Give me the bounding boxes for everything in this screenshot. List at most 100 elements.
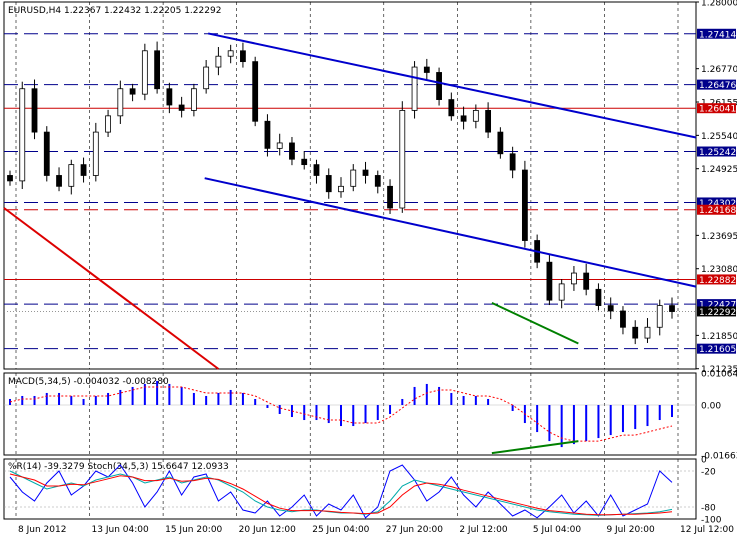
candle-body bbox=[129, 88, 136, 95]
macd-signal-line bbox=[9, 386, 673, 442]
x-tick-label: 9 Jul 20:00 bbox=[606, 525, 655, 535]
candle-body bbox=[374, 175, 381, 187]
trendline-channel-lower bbox=[204, 177, 697, 288]
candle-body bbox=[105, 115, 111, 133]
y-tick-label: 1.26770 bbox=[701, 65, 737, 75]
candle-body bbox=[497, 131, 504, 155]
trendline-red-falling bbox=[3, 207, 220, 370]
x-tick-label: 2 Jul 12:00 bbox=[459, 525, 508, 535]
price-tag-box bbox=[697, 79, 736, 90]
price-tag-label: 1.22427 bbox=[699, 301, 736, 311]
candle-body bbox=[178, 104, 185, 111]
candle-body bbox=[595, 288, 602, 306]
y-tick-label: 1.21850 bbox=[701, 332, 737, 342]
candle-body bbox=[240, 50, 246, 63]
candle-body bbox=[154, 50, 161, 90]
candle-body bbox=[607, 305, 614, 312]
price-tag-label: 1.24302 bbox=[699, 199, 736, 209]
osc-y-tick-label: 0 bbox=[701, 456, 707, 466]
y-tick-label: 1.23695 bbox=[701, 232, 737, 242]
candle-body bbox=[399, 110, 406, 209]
trendline-channel-upper bbox=[207, 32, 697, 139]
candle-body bbox=[190, 88, 197, 111]
x-tick-label: 8 Jun 2012 bbox=[18, 525, 66, 535]
candle-body bbox=[669, 305, 675, 312]
macd-y-tick-label: 0.010642 bbox=[701, 369, 737, 379]
macd-title: MACD(5,34,5) -0.004032 -0.008280 bbox=[8, 377, 169, 387]
candle-body bbox=[411, 66, 418, 111]
candle-body bbox=[338, 185, 344, 193]
candle-body bbox=[485, 110, 492, 133]
candle-body bbox=[289, 142, 295, 160]
candle-body bbox=[472, 110, 479, 122]
osc-series--r-14- bbox=[9, 464, 673, 519]
price-tag-box bbox=[697, 274, 736, 285]
candle-body bbox=[68, 164, 75, 187]
candle-body bbox=[19, 88, 26, 182]
candle-body bbox=[460, 115, 467, 122]
price-tag-label: 1.24168 bbox=[699, 206, 736, 216]
candle-body bbox=[583, 272, 590, 290]
chart-title: EURUSD,H4 1.22367 1.22432 1.22205 1.2229… bbox=[8, 6, 221, 16]
price-tag-box bbox=[697, 146, 736, 157]
y-tick-label: 1.24925 bbox=[701, 165, 737, 175]
candle-body bbox=[141, 50, 148, 95]
candle-body bbox=[350, 169, 357, 187]
candle-body bbox=[423, 66, 430, 73]
candle-body bbox=[362, 169, 369, 176]
candle-body bbox=[546, 261, 553, 301]
candle-body bbox=[7, 175, 13, 182]
x-tick-label: 5 Jul 04:00 bbox=[533, 525, 582, 535]
candle-body bbox=[521, 169, 528, 241]
price-tag-label: 1.27414 bbox=[699, 30, 736, 40]
current-price-box bbox=[697, 306, 736, 317]
price-tag-box bbox=[697, 299, 736, 310]
y-tick-label: 1.23080 bbox=[701, 265, 737, 275]
osc-series-stoch-main bbox=[9, 470, 673, 516]
price-tag-label: 1.26041 bbox=[699, 105, 736, 115]
x-tick-label: 25 Jun 04:00 bbox=[312, 525, 369, 535]
price-tag-box bbox=[697, 343, 736, 354]
osc-y-tick-label: -80 bbox=[701, 504, 716, 514]
trendline-price-divergence bbox=[491, 301, 579, 345]
candle-body bbox=[558, 283, 565, 301]
candle-body bbox=[387, 185, 393, 209]
candle-body bbox=[509, 153, 516, 171]
candle-body bbox=[276, 142, 283, 149]
candle-body bbox=[43, 131, 50, 176]
x-tick-label: 15 Jun 20:00 bbox=[165, 525, 222, 535]
candle-body bbox=[313, 164, 320, 176]
oscillator-panel-frame bbox=[3, 458, 697, 520]
candle-body bbox=[227, 50, 234, 57]
candle-body bbox=[644, 326, 651, 339]
candle-body bbox=[215, 55, 222, 68]
candle-body bbox=[252, 61, 259, 122]
candle-body bbox=[203, 66, 210, 90]
y-tick-label: 1.21235 bbox=[701, 365, 737, 375]
candle-body bbox=[301, 158, 308, 166]
candle-body bbox=[31, 88, 38, 133]
candle-body bbox=[436, 72, 442, 100]
x-tick-label: 20 Jun 12:00 bbox=[239, 525, 296, 535]
price-tag-box bbox=[697, 28, 736, 39]
macd-y-tick-label: -0.01663 bbox=[701, 452, 737, 462]
osc-y-tick-label: -20 bbox=[701, 468, 716, 478]
price-tag-label: 1.22882 bbox=[699, 276, 736, 286]
candle-body bbox=[620, 310, 626, 328]
price-tag-label: 1.21605 bbox=[699, 345, 736, 355]
candle-body bbox=[166, 88, 173, 106]
trendline-macd-divergence bbox=[491, 440, 579, 455]
candle-body bbox=[56, 175, 62, 187]
price-tag-box bbox=[697, 103, 736, 114]
current-price-label: 1.22292 bbox=[699, 308, 736, 318]
main-panel-frame bbox=[3, 1, 697, 370]
osc-y-tick-label: -100 bbox=[701, 516, 722, 526]
price-tag-label: 1.26476 bbox=[699, 81, 736, 91]
macd-y-tick-label: 0.00 bbox=[701, 401, 721, 411]
y-tick-label: 1.25540 bbox=[701, 132, 737, 142]
x-tick-label: 13 Jun 04:00 bbox=[92, 525, 149, 535]
x-tick-label: 12 Jul 12:00 bbox=[680, 525, 734, 535]
candle-body bbox=[92, 131, 99, 176]
price-tag-box bbox=[697, 204, 736, 215]
